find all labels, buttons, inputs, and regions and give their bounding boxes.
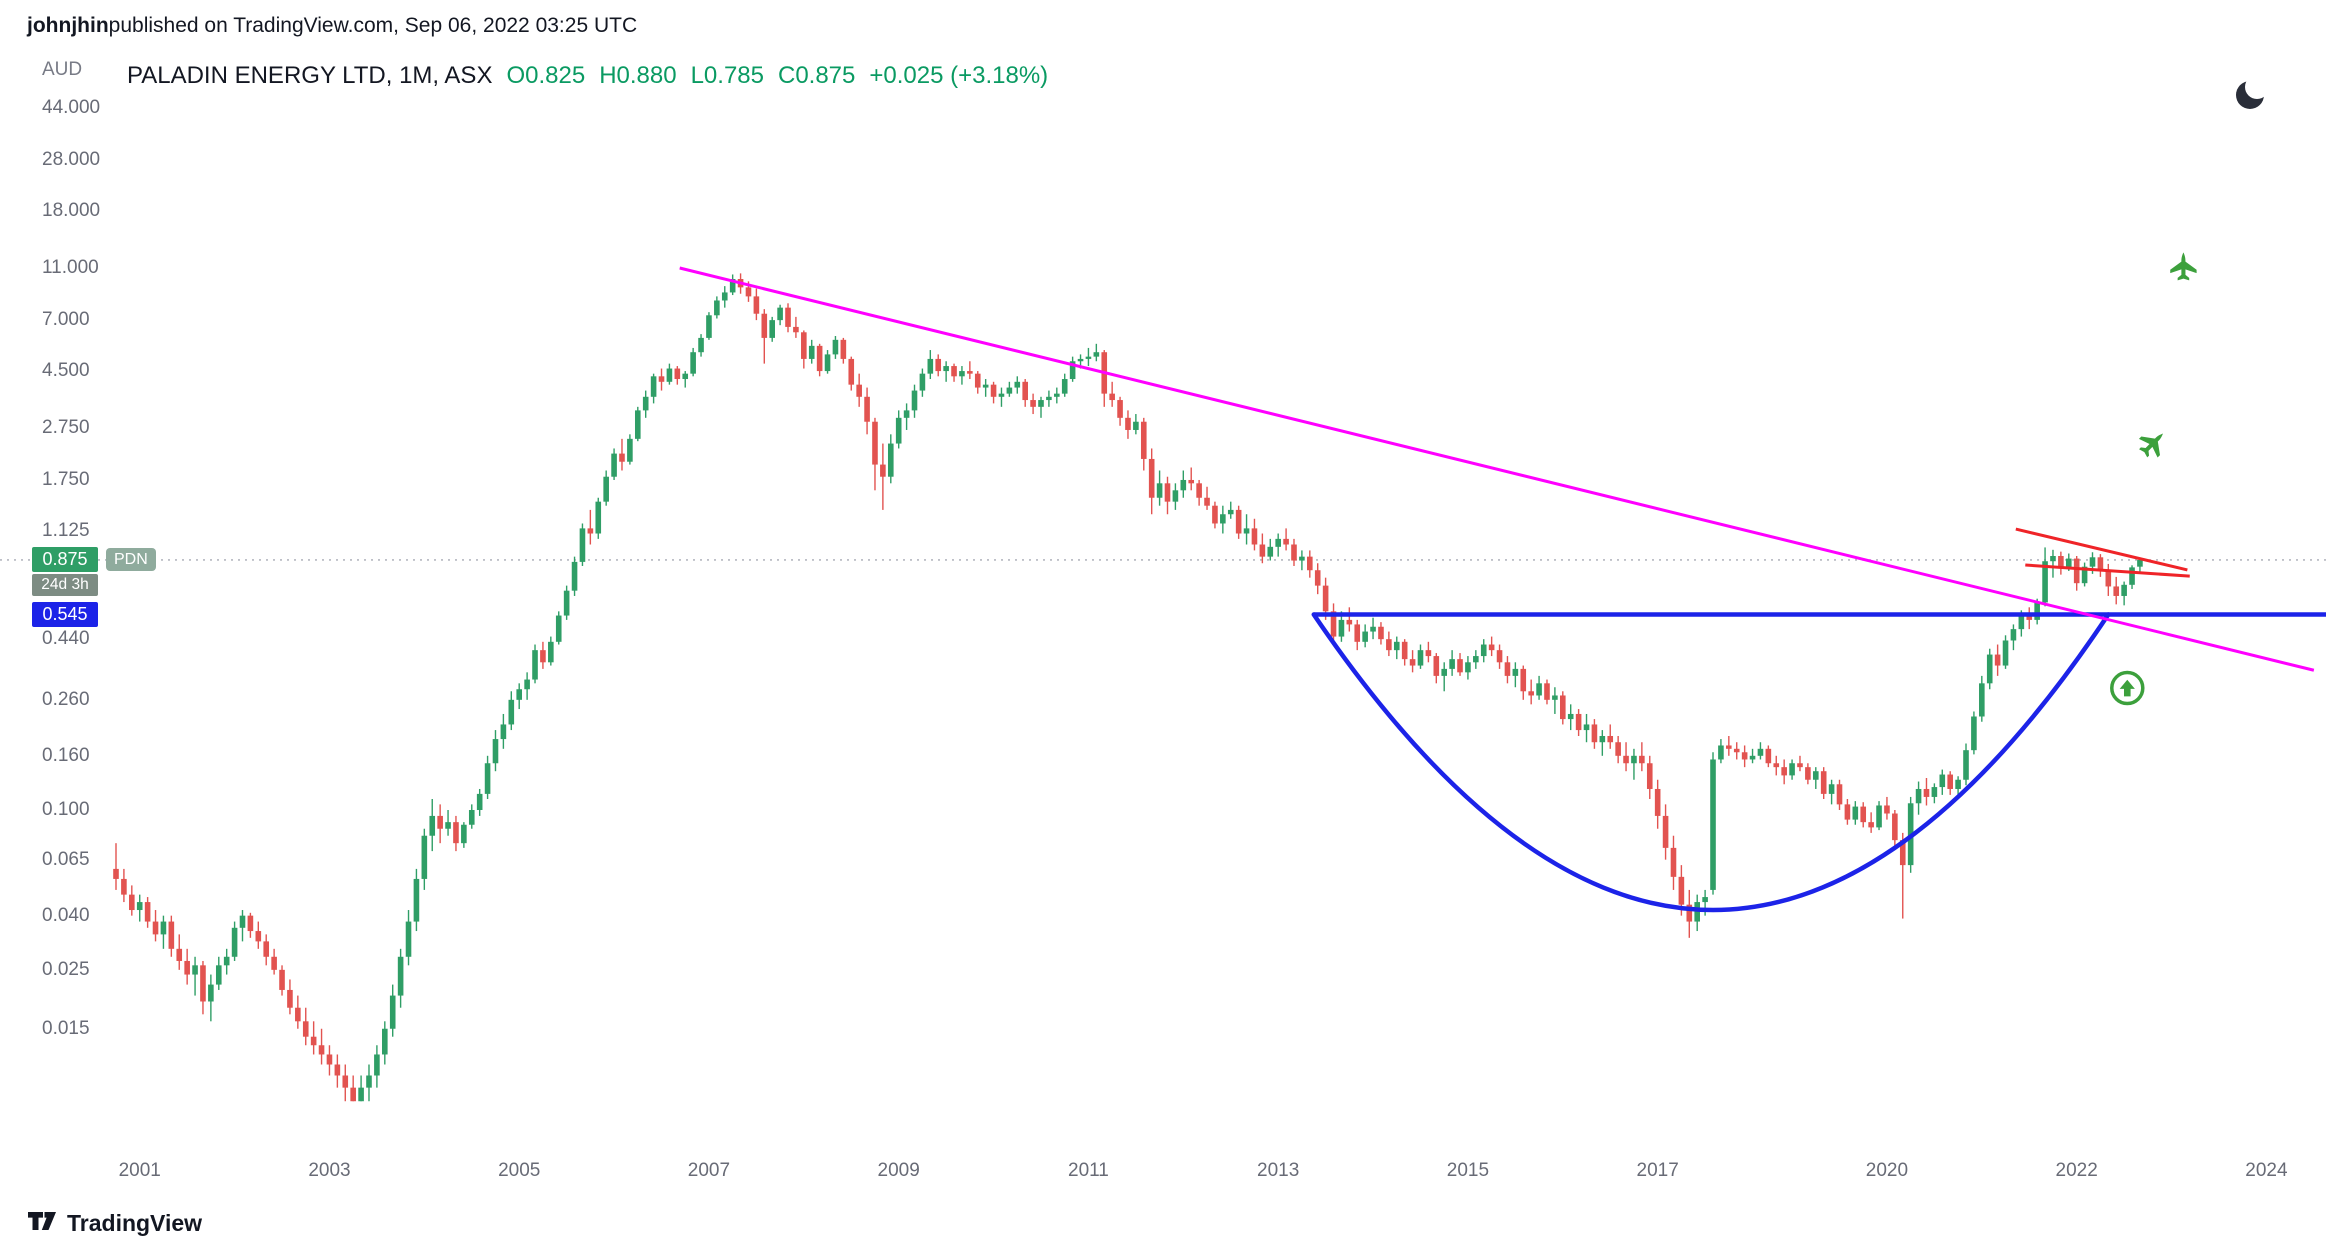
change-value: +0.025 (+3.18%) [869,62,1049,89]
time-tick: 2003 [308,1160,351,1181]
publish-info: johnjhin published on TradingView.com, S… [0,0,2326,52]
price-tick: 0.025 [42,958,90,980]
price-tick: 1.750 [42,468,90,490]
level-price-badge: 0.545 [32,601,98,627]
price-tick: 0.440 [42,628,90,650]
symbol-title: PALADIN ENERGY LTD, 1M, ASX [127,62,493,89]
ohlc-high: H0.880 [599,62,677,89]
price-tick: 0.160 [42,744,90,766]
price-tick: 0.100 [42,799,90,820]
moon-icon [2236,75,2269,109]
time-tick: 2007 [687,1160,731,1181]
arrow-up-circle-icon [2110,670,2145,706]
price-tick: 18.000 [42,200,101,222]
tradingview-brand-link[interactable]: TradingView [67,1210,203,1236]
time-tick: 2011 [1068,1160,1109,1181]
bar-countdown-badge: 24d 3h [32,573,98,596]
time-tick: 2020 [1865,1160,1909,1181]
price-tick: 0.040 [42,904,90,926]
footer: TradingView [27,1208,202,1239]
current-price-badge: 0.875 [32,547,98,573]
price-tick: 0.260 [42,688,90,710]
ohlc-open: O0.825 [506,62,586,89]
ohlc-close: C0.875 [777,62,856,89]
airplane-icon [2170,252,2197,281]
theme-toggle-button[interactable] [2230,72,2274,116]
time-tick: 2017 [1636,1160,1679,1181]
publisher-username: johnjhin [27,14,109,37]
downtrend-line [679,266,2315,672]
flag-line [2025,563,2190,578]
price-tick: 0.015 [42,1017,90,1039]
tradingview-logo-icon [27,1208,57,1239]
publish-details: published on TradingView.com, Sep 06, 20… [108,14,638,37]
time-tick: 2024 [2245,1160,2288,1181]
time-tick: 2013 [1257,1160,1300,1181]
price-tick: 0.065 [42,848,90,870]
price-tick: 11.000 [42,257,99,278]
flag-line [2015,527,2188,572]
symbol-chip: PDN [106,548,156,572]
cup-pattern-curve [1311,612,2111,913]
airplane-icon [2138,433,2163,458]
price-tick: 2.750 [42,416,90,438]
ohlc-low: L0.785 [690,62,764,89]
chart-legend: PALADIN ENERGY LTD, 1M, ASX O0.825 H0.880 L… [127,62,1048,90]
price-tick: 4.500 [42,360,90,382]
currency-label: AUD [42,59,83,80]
time-tick: 2005 [498,1160,541,1181]
time-tick: 2009 [877,1160,920,1181]
time-tick: 2001 [118,1160,161,1181]
time-tick: 2022 [2055,1160,2098,1181]
price-tick: 7.000 [42,309,90,331]
price-tick: 44.000 [42,97,101,119]
price-tick: 1.125 [42,519,90,541]
candles-group [113,273,2143,1102]
time-tick: 2015 [1446,1160,1490,1181]
price-tick: 28.000 [42,149,101,171]
